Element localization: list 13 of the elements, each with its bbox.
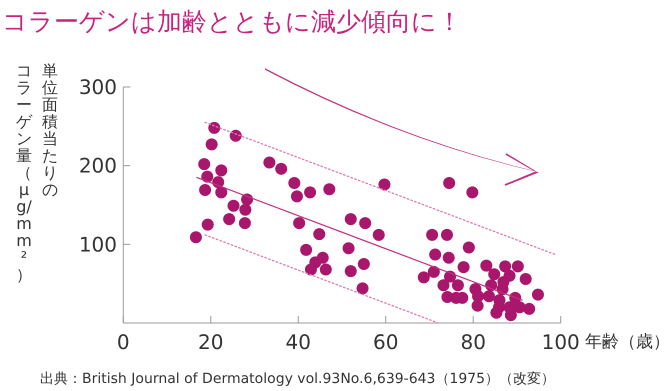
x-tick-label: 80 [460, 330, 486, 354]
y-tick-label: 100 [78, 232, 117, 256]
x-tick-label: 40 [286, 330, 311, 354]
y-tick-label: 200 [78, 154, 117, 178]
text: 単位面積当たりのコラーゲン量（μg/mm²） [16, 61, 58, 284]
x-tick-label: 60 [373, 330, 398, 354]
source-note: 出典：British Journal of Dermatology vol.93No.6,639-643（1975）（改変） [40, 371, 556, 387]
x-tick-label: 0 [116, 330, 130, 354]
x-tick-label: 20 [198, 330, 224, 354]
y-tick-label: 300 [78, 75, 117, 99]
x-tick-label: 100 [542, 330, 580, 354]
x-axis-title: 年齢（歳） [585, 332, 666, 352]
chart-title: コラーゲンは加齢とともに減少傾向に！ [2, 7, 462, 36]
